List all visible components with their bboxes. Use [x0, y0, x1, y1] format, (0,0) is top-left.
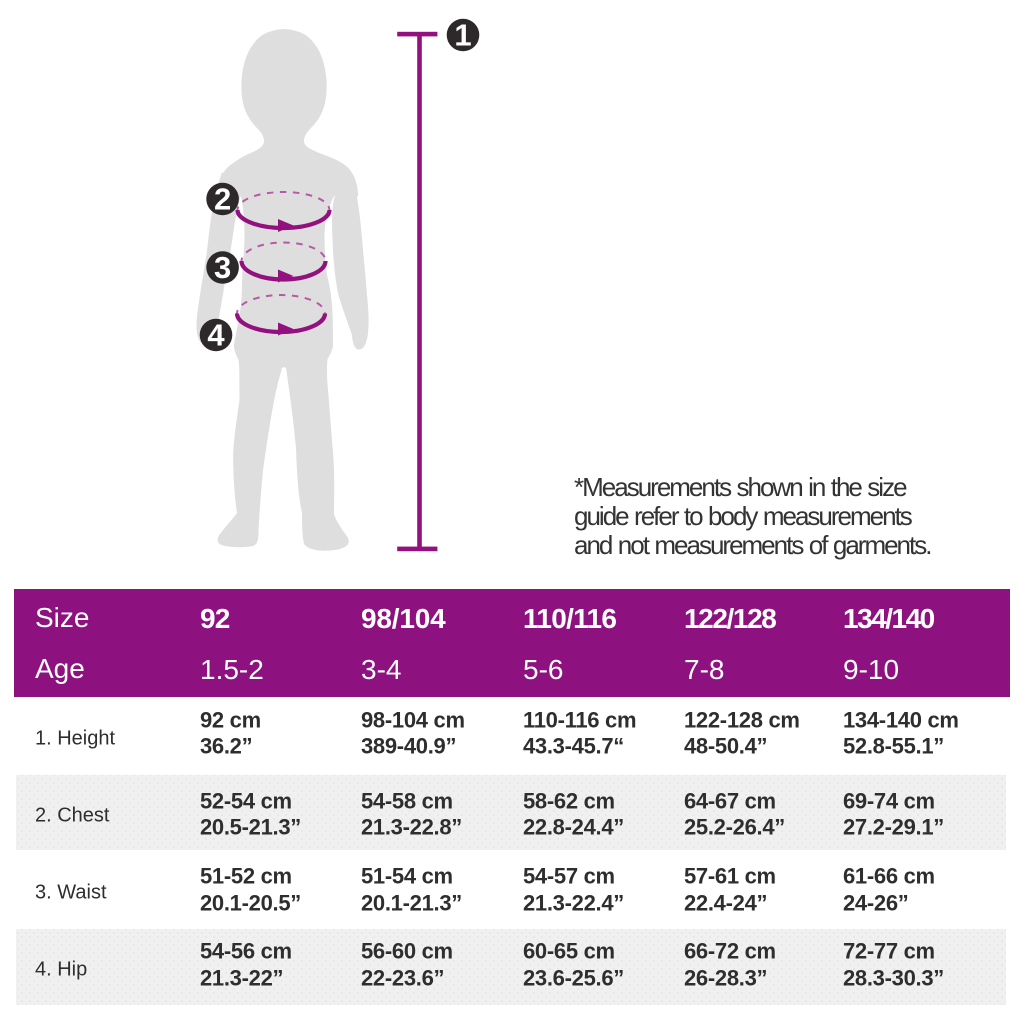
svg-text:2: 2: [214, 182, 231, 217]
svg-text:3: 3: [214, 250, 231, 285]
svg-text:1: 1: [454, 18, 471, 53]
svg-text:4: 4: [207, 318, 225, 353]
